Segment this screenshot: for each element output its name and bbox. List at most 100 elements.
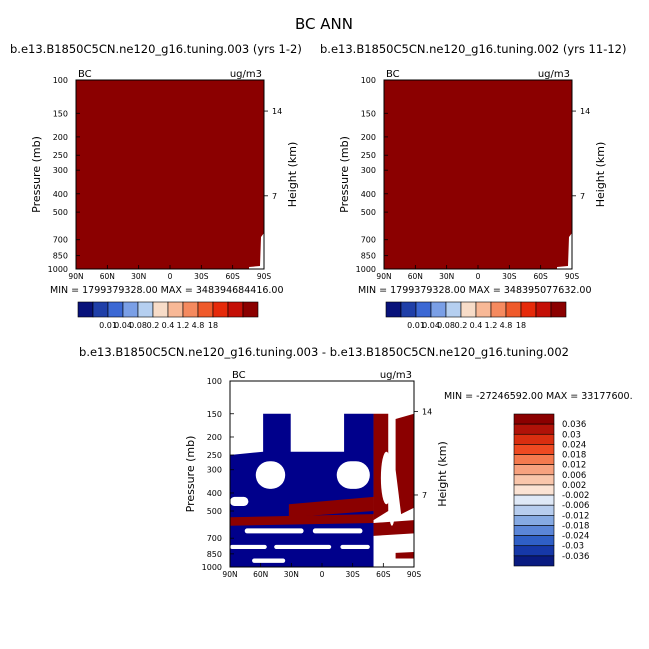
colorbar-swatch (520, 301, 537, 318)
colorbar-swatch (535, 301, 552, 318)
x-tick-label: 30N (284, 570, 299, 579)
colorbar-swatch (167, 301, 184, 318)
colorbar-swatch (513, 535, 555, 547)
y-tick-label: 700 (361, 236, 376, 245)
colorbar-swatch (212, 301, 229, 318)
x-tick-label: 0 (168, 272, 173, 281)
y-tick-label: 1000 (202, 563, 222, 572)
zero-gap (252, 558, 286, 563)
colorbar-label: -0.036 (562, 552, 589, 562)
panel-title: b.e13.B1850C5CN.ne120_g16.tuning.003 (yr… (10, 42, 302, 56)
field-fill (384, 80, 572, 269)
colorbar-label: 0.036 (562, 420, 586, 430)
x-tick-label: 60N (253, 570, 268, 579)
x-tick-label: 30S (194, 272, 209, 281)
x-tick-label: 60S (226, 272, 241, 281)
panel-1: b.e13.B1850C5CN.ne120_g16.tuning.003 (yr… (10, 42, 302, 330)
colorbar-swatch (513, 474, 555, 486)
x-tick-label: 30N (439, 272, 454, 281)
x-tick-label: 0 (476, 272, 481, 281)
x-tick-label: 90S (407, 570, 422, 579)
colorbar-label: 4.8 (500, 321, 513, 330)
field-fill (76, 80, 264, 269)
colorbar-label: 0.08 (437, 321, 455, 330)
x-tick-label: 30S (346, 570, 361, 579)
colorbar-swatch (430, 301, 447, 318)
colorbar-label: -0.012 (562, 511, 589, 521)
y-tick-label: 100 (361, 76, 376, 85)
corner-right-label: ug/m3 (380, 370, 412, 381)
panels-group: b.e13.B1850C5CN.ne120_g16.tuning.003 (yr… (10, 42, 633, 579)
colorbar-swatch (415, 301, 432, 318)
y-tick-label: 150 (361, 109, 376, 118)
y-tick-label: 100 (53, 76, 68, 85)
colorbar-swatch (513, 515, 555, 526)
colorbar-label: 0.01 (99, 321, 117, 330)
colorbar-swatch (445, 301, 462, 318)
zero-gap (274, 544, 332, 549)
y-tick-label: 850 (361, 252, 376, 261)
y-tick-label: 400 (361, 190, 376, 199)
y-tick-label: 150 (207, 410, 222, 419)
colorbar-label: 0.03 (562, 430, 581, 440)
positive-band (288, 496, 374, 518)
colorbar-label: 18 (516, 321, 526, 330)
y-tick-label: 300 (207, 466, 222, 475)
corner-left-label: BC (232, 370, 246, 381)
colorbar-swatch (513, 433, 555, 445)
colorbar-swatch (490, 301, 507, 318)
colorbar-label: 0.04 (422, 321, 440, 330)
x-tick-label: 90N (222, 570, 237, 579)
positive-region (395, 413, 414, 515)
y2-tick-label: 14 (272, 107, 282, 116)
colorbar-label: 1.2 (177, 321, 190, 330)
y-tick-label: 850 (207, 550, 222, 559)
y-tick-label: 200 (207, 433, 222, 442)
colorbar-label: 0.018 (562, 451, 586, 461)
colorbar-swatch (513, 494, 555, 506)
colorbar-label: -0.018 (562, 521, 589, 531)
corner-right-label: ug/m3 (230, 69, 262, 80)
figure-title: BC ANN (295, 15, 353, 33)
colorbar-label: 0.08 (129, 321, 147, 330)
colorbar-swatch (513, 484, 555, 496)
y-tick-label: 150 (53, 109, 68, 118)
colorbar-swatch (513, 413, 555, 425)
corner-left-label: BC (386, 69, 400, 80)
y2-axis-title: Height (km) (436, 441, 449, 507)
positive-band (230, 514, 374, 526)
y-tick-label: 300 (361, 166, 376, 175)
colorbar-swatch (513, 444, 555, 455)
colorbar-label: -0.024 (562, 532, 589, 542)
zero-gap (388, 469, 396, 526)
x-tick-label: 90S (565, 272, 580, 281)
colorbar-label: -0.006 (562, 501, 589, 511)
colorbar-swatch (385, 301, 402, 318)
min-max-stats: MIN = 1799379328.00 MAX = 348395077632.0… (358, 285, 592, 296)
y2-axis-title: Height (km) (594, 142, 607, 208)
zero-gap (399, 560, 411, 566)
y-tick-label: 400 (53, 190, 68, 199)
colorbar-label: 0.2 (147, 321, 160, 330)
y-tick-label: 1000 (356, 265, 376, 274)
colorbar-swatch (513, 555, 555, 567)
x-tick-label: 90N (68, 272, 83, 281)
colorbar-swatch (122, 301, 139, 318)
surface-mask (249, 233, 264, 269)
colorbar-swatch (513, 504, 555, 516)
y2-tick-label: 7 (272, 192, 277, 201)
colorbar-label: 0.012 (562, 461, 586, 471)
y-tick-label: 100 (207, 377, 222, 386)
x-tick-label: 30S (502, 272, 517, 281)
y-tick-label: 250 (53, 151, 68, 160)
y-tick-label: 1000 (48, 265, 68, 274)
colorbar-label: 1.2 (485, 321, 498, 330)
zero-gap (336, 461, 370, 489)
colorbar-label: 0.4 (470, 321, 483, 330)
zero-gap (340, 544, 370, 549)
colorbar-label: 4.8 (192, 321, 205, 330)
colorbar-label: 0.2 (455, 321, 468, 330)
y-tick-label: 500 (361, 208, 376, 217)
colorbar-swatch (242, 301, 259, 318)
